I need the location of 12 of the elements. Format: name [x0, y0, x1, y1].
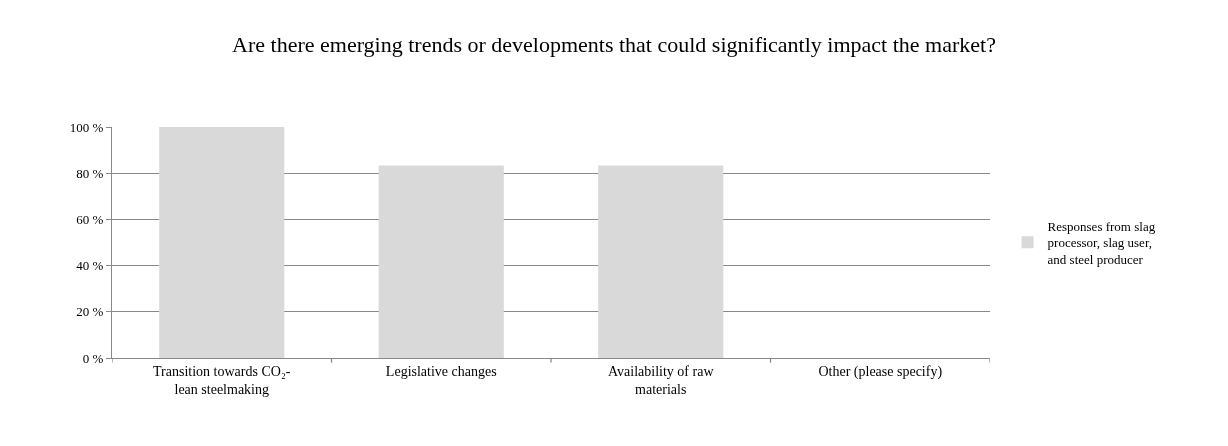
y-tick-label: 60 %	[76, 211, 104, 227]
x-tick-label: Other (please specify)	[818, 363, 943, 380]
x-tick-label: Legislative changes	[385, 363, 497, 379]
y-tick-label: 100 %	[69, 119, 104, 135]
chart-title: Are there emerging trends or developments that could significantly impact the market?	[232, 32, 996, 58]
y-tick-label: 40 %	[76, 258, 104, 274]
y-tick-label: 80 %	[76, 165, 104, 181]
y-tick-label: 0 %	[82, 350, 104, 366]
x-tick-label: Transition towards CO₂-lean steelmaking	[153, 363, 291, 397]
y-tick-label: 20 %	[76, 304, 104, 320]
x-tick-label: Availability of raw materials	[608, 363, 715, 397]
legend-label: Responses from slag processor, slag user, and steel producer	[1047, 218, 1156, 268]
